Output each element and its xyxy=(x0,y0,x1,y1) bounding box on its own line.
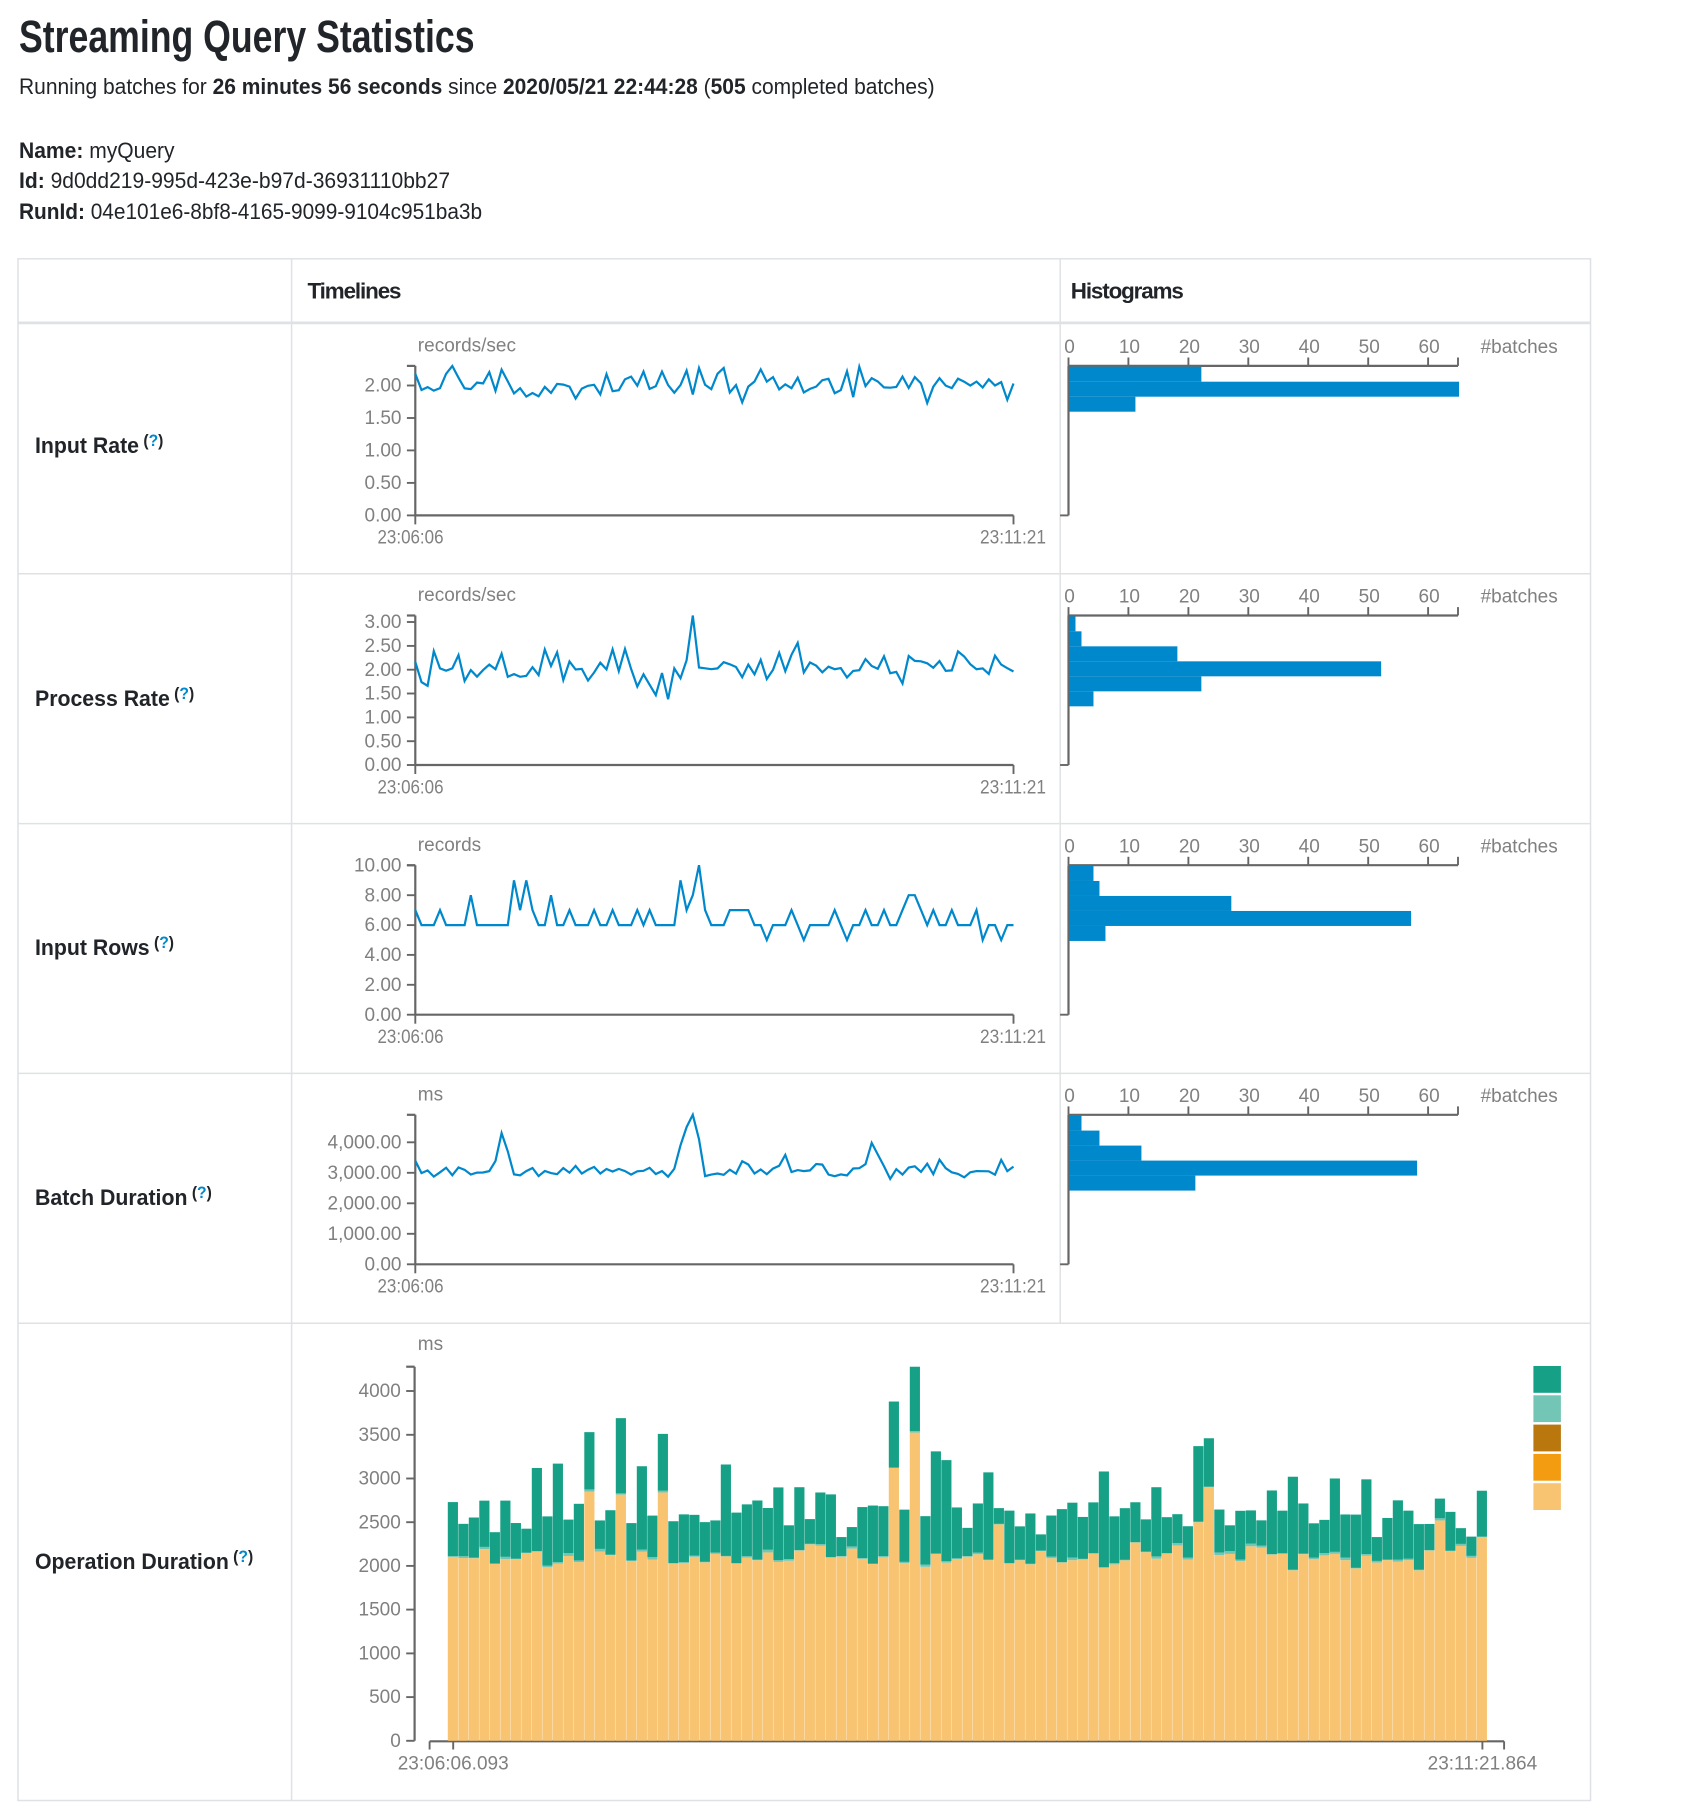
svg-text:10: 10 xyxy=(1119,337,1140,358)
svg-text:0.00: 0.00 xyxy=(365,755,402,776)
svg-text:0: 0 xyxy=(1064,1086,1075,1107)
svg-text:6.00: 6.00 xyxy=(365,915,402,936)
svg-text:23:11:21: 23:11:21 xyxy=(980,777,1046,798)
svg-text:2.00: 2.00 xyxy=(365,660,402,681)
svg-text:23:06:06: 23:06:06 xyxy=(378,1027,444,1048)
svg-text:23:11:21.864: 23:11:21.864 xyxy=(1428,1753,1538,1774)
svg-text:0.00: 0.00 xyxy=(365,506,402,527)
svg-text:0.50: 0.50 xyxy=(365,731,402,752)
svg-text:23:06:06: 23:06:06 xyxy=(378,777,444,798)
svg-text:0.00: 0.00 xyxy=(365,1005,402,1026)
svg-text:4000: 4000 xyxy=(359,1381,401,1402)
svg-text:Timelines: Timelines xyxy=(308,278,402,303)
svg-text:30: 30 xyxy=(1239,1086,1260,1107)
svg-text:10: 10 xyxy=(1119,1086,1140,1107)
svg-text:40: 40 xyxy=(1299,1086,1320,1107)
svg-text:0: 0 xyxy=(390,1731,401,1752)
svg-text:30: 30 xyxy=(1239,836,1260,857)
svg-text:60: 60 xyxy=(1419,836,1440,857)
svg-text:0: 0 xyxy=(1064,587,1075,608)
svg-text:40: 40 xyxy=(1299,337,1320,358)
svg-text:2500: 2500 xyxy=(359,1512,401,1533)
svg-text:23:06:06.093: 23:06:06.093 xyxy=(398,1753,509,1774)
svg-text:23:06:06: 23:06:06 xyxy=(378,1277,444,1298)
svg-text:1,000.00: 1,000.00 xyxy=(328,1224,402,1245)
svg-text:#batches: #batches xyxy=(1481,836,1558,857)
svg-text:0.50: 0.50 xyxy=(365,473,402,494)
svg-text:records/sec: records/sec xyxy=(418,585,516,606)
svg-text:23:06:06: 23:06:06 xyxy=(378,528,444,549)
svg-text:3500: 3500 xyxy=(359,1425,401,1446)
svg-text:0: 0 xyxy=(1064,836,1075,857)
svg-text:3.00: 3.00 xyxy=(365,612,402,633)
svg-text:records: records xyxy=(418,835,481,856)
svg-text:1.50: 1.50 xyxy=(365,408,402,429)
svg-text:1.00: 1.00 xyxy=(365,708,402,729)
svg-text:60: 60 xyxy=(1419,587,1440,608)
svg-text:1000: 1000 xyxy=(359,1644,401,1665)
svg-text:50: 50 xyxy=(1359,587,1380,608)
svg-text:4,000.00: 4,000.00 xyxy=(328,1132,402,1153)
svg-text:#batches: #batches xyxy=(1481,1086,1558,1107)
svg-text:#batches: #batches xyxy=(1481,337,1558,358)
svg-text:ms: ms xyxy=(418,1084,443,1105)
svg-text:40: 40 xyxy=(1299,587,1320,608)
svg-text:50: 50 xyxy=(1359,1086,1380,1107)
svg-text:ms: ms xyxy=(418,1334,443,1355)
svg-text:1.00: 1.00 xyxy=(365,441,402,462)
svg-text:30: 30 xyxy=(1239,587,1260,608)
svg-text:records/sec: records/sec xyxy=(418,336,516,357)
svg-text:50: 50 xyxy=(1359,337,1380,358)
svg-text:20: 20 xyxy=(1179,337,1200,358)
svg-text:20: 20 xyxy=(1179,836,1200,857)
svg-text:2000: 2000 xyxy=(359,1556,401,1577)
svg-text:2.00: 2.00 xyxy=(365,376,402,397)
svg-text:23:11:21: 23:11:21 xyxy=(980,1027,1046,1048)
svg-text:60: 60 xyxy=(1419,337,1440,358)
svg-text:20: 20 xyxy=(1179,1086,1200,1107)
svg-text:0: 0 xyxy=(1064,337,1075,358)
svg-text:23:11:21: 23:11:21 xyxy=(980,528,1046,549)
svg-text:2.50: 2.50 xyxy=(365,636,402,657)
svg-text:8.00: 8.00 xyxy=(365,885,402,906)
svg-text:1500: 1500 xyxy=(359,1600,401,1621)
svg-text:3000: 3000 xyxy=(359,1469,401,1490)
svg-text:50: 50 xyxy=(1359,836,1380,857)
svg-text:30: 30 xyxy=(1239,337,1260,358)
svg-text:10: 10 xyxy=(1119,587,1140,608)
svg-text:40: 40 xyxy=(1299,836,1320,857)
svg-text:60: 60 xyxy=(1419,1086,1440,1107)
svg-text:Histograms: Histograms xyxy=(1071,278,1184,303)
svg-text:3,000.00: 3,000.00 xyxy=(328,1163,402,1184)
svg-text:2,000.00: 2,000.00 xyxy=(328,1193,402,1214)
svg-text:#batches: #batches xyxy=(1481,587,1558,608)
svg-text:23:11:21: 23:11:21 xyxy=(980,1277,1046,1298)
svg-text:0.00: 0.00 xyxy=(365,1254,402,1275)
svg-text:10: 10 xyxy=(1119,836,1140,857)
svg-text:1.50: 1.50 xyxy=(365,684,402,705)
svg-text:500: 500 xyxy=(369,1687,401,1708)
svg-text:2.00: 2.00 xyxy=(365,975,402,996)
svg-text:10.00: 10.00 xyxy=(354,856,402,877)
svg-text:20: 20 xyxy=(1179,587,1200,608)
svg-text:4.00: 4.00 xyxy=(365,945,402,966)
